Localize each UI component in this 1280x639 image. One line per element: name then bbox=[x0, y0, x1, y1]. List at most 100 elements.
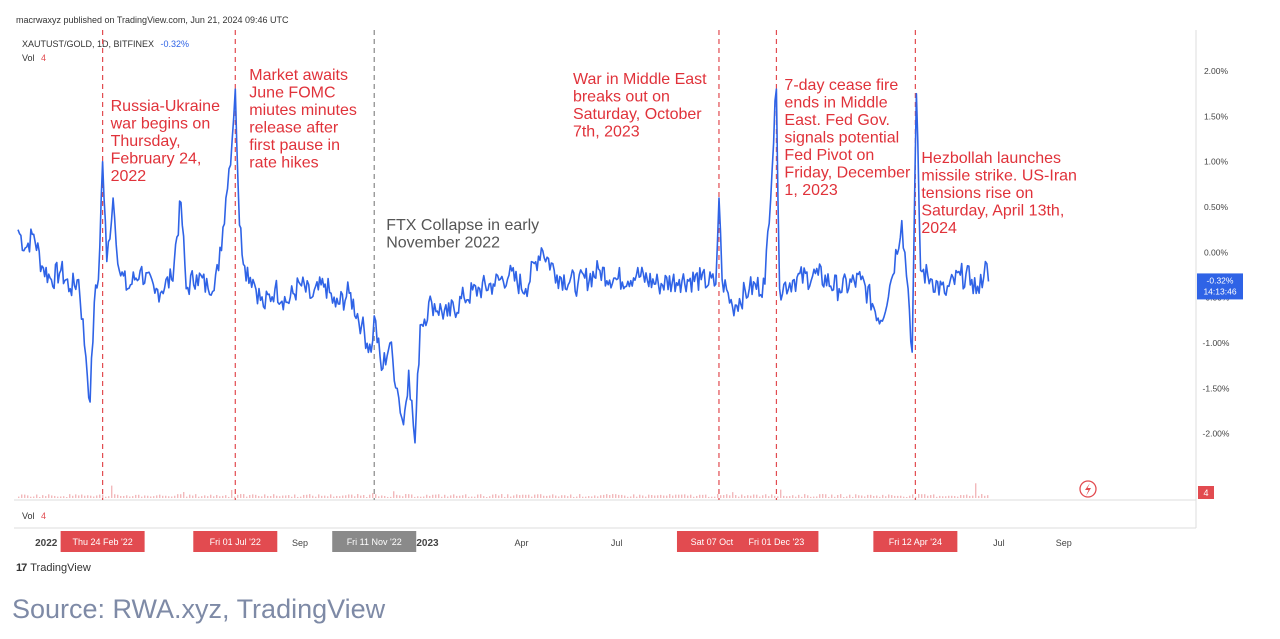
volume-bar bbox=[192, 495, 194, 498]
volume-bar bbox=[651, 495, 653, 498]
volume-bar bbox=[33, 496, 35, 498]
flash-icon[interactable] bbox=[1079, 480, 1097, 498]
volume-bar bbox=[795, 496, 797, 498]
volume-bar bbox=[207, 496, 209, 498]
volume-bar bbox=[129, 496, 131, 498]
volume-bar bbox=[555, 495, 557, 498]
volume-bar bbox=[705, 494, 707, 498]
volume-bar bbox=[843, 496, 845, 498]
volume-bar bbox=[546, 495, 548, 498]
annotation-line: Hezbollah launches bbox=[921, 150, 1061, 167]
volume-bar bbox=[486, 496, 488, 498]
volume-bar bbox=[684, 494, 686, 498]
volume-bar bbox=[216, 494, 218, 498]
last-price-value: -0.32% bbox=[1207, 275, 1234, 285]
volume-bar bbox=[615, 494, 617, 498]
volume-bar bbox=[363, 495, 365, 498]
volume-bar bbox=[552, 494, 554, 498]
volume-bar bbox=[96, 495, 98, 498]
event-badge-bg bbox=[734, 531, 819, 552]
volume-bar bbox=[762, 495, 764, 498]
volume-bar bbox=[66, 496, 68, 498]
volume-badge-bg bbox=[1198, 486, 1214, 499]
volume-bar bbox=[525, 494, 527, 498]
symbol-line: XAUTUST/GOLD, 1D, BITFINEX -0.32% bbox=[22, 39, 189, 49]
volume-bar bbox=[381, 495, 383, 498]
volume-badge: 4 bbox=[1203, 488, 1208, 498]
annotation-line: February 24, bbox=[111, 151, 202, 168]
volume-bar bbox=[861, 495, 863, 498]
volume-bar bbox=[915, 496, 917, 498]
volume-bar bbox=[798, 494, 800, 498]
annotation-text: Russia-Ukraine war begins on Thursday, Febr… bbox=[110, 98, 220, 185]
volume-bar bbox=[930, 495, 932, 498]
volume-bar bbox=[495, 494, 497, 498]
event-badge-bg bbox=[332, 531, 417, 552]
y-tick-label: 2.00% bbox=[1204, 66, 1229, 76]
volume-bar bbox=[747, 495, 749, 498]
annotation-line: East. Fed Gov. bbox=[784, 112, 890, 129]
volume-bar bbox=[72, 495, 74, 498]
volume-bar bbox=[48, 494, 50, 498]
volume-bar bbox=[516, 494, 518, 498]
volume-bar bbox=[390, 496, 392, 498]
annotation-line: 7-day cease fire bbox=[784, 77, 898, 94]
volume-bar bbox=[969, 495, 971, 498]
volume-bar bbox=[714, 496, 716, 498]
volume-bar bbox=[771, 494, 773, 498]
volume-bar bbox=[792, 495, 794, 498]
event-lines bbox=[102, 30, 916, 500]
annotation-line: tensions rise on bbox=[921, 185, 1033, 202]
volume-bar bbox=[669, 494, 671, 498]
volume-bar bbox=[249, 494, 251, 498]
volume-bar bbox=[873, 495, 875, 498]
volume-bar bbox=[975, 483, 977, 498]
volume-bar bbox=[402, 496, 404, 498]
volume-bar bbox=[114, 494, 116, 498]
volume-bar bbox=[141, 496, 143, 498]
volume-bar bbox=[228, 496, 230, 498]
volume-bar bbox=[57, 496, 59, 498]
volume-bar bbox=[351, 494, 353, 498]
volume-bar bbox=[612, 494, 614, 498]
volume-bar bbox=[687, 495, 689, 498]
volume-bar bbox=[180, 494, 182, 498]
volume-bar bbox=[414, 496, 416, 498]
volume-bar bbox=[558, 496, 560, 498]
volume-bar bbox=[453, 494, 455, 498]
volume-bar bbox=[174, 495, 176, 498]
volume-bar bbox=[144, 495, 146, 498]
volume-bar bbox=[654, 495, 656, 498]
volume-bar bbox=[75, 494, 77, 498]
volume-bar bbox=[954, 496, 956, 498]
volume-bar bbox=[825, 494, 827, 498]
volume-bar bbox=[393, 491, 395, 498]
volume-bar bbox=[45, 496, 47, 498]
annotation-line: war begins on bbox=[110, 116, 211, 133]
annotation-line: 1, 2023 bbox=[784, 182, 837, 199]
volume-bar bbox=[750, 495, 752, 498]
volume-bar bbox=[324, 495, 326, 498]
volume-bar bbox=[18, 496, 20, 498]
y-tick-label: 0.00% bbox=[1204, 247, 1229, 257]
volume-bar bbox=[405, 494, 407, 498]
volume-bar bbox=[633, 494, 635, 498]
volume-bar bbox=[219, 496, 221, 498]
volume-bar bbox=[801, 496, 803, 498]
symbol-name: XAUTUST/GOLD, 1D, BITFINEX bbox=[22, 39, 154, 49]
volume-bar bbox=[852, 496, 854, 498]
volume-bar bbox=[93, 496, 95, 498]
volume-bar bbox=[561, 495, 563, 498]
volume-bar bbox=[756, 494, 758, 498]
volume-bar bbox=[483, 496, 485, 498]
last-price-bg bbox=[1197, 273, 1243, 300]
volume-bar bbox=[315, 496, 317, 498]
publisher-line: macrwaxyz published on TradingView.com, … bbox=[16, 15, 289, 25]
volume-bar bbox=[204, 495, 206, 498]
volume-bar bbox=[252, 494, 254, 498]
volume-bar bbox=[441, 496, 443, 498]
volume-bar bbox=[273, 494, 275, 498]
y-tick-label: -1.00% bbox=[1203, 338, 1230, 348]
volume-bar bbox=[309, 494, 311, 498]
volume-bar bbox=[783, 495, 785, 498]
